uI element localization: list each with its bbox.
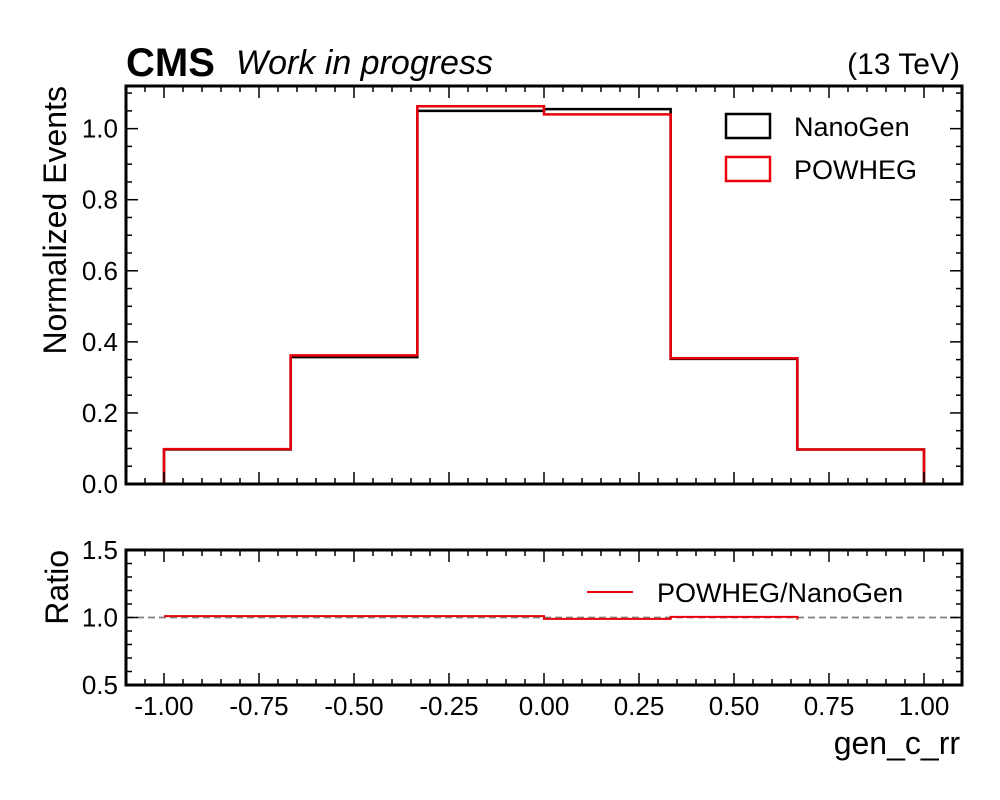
x-tick-label: 0.00 <box>519 691 570 721</box>
ratio-y-tick-label: 1.5 <box>82 535 118 565</box>
energy-label: (13 TeV) <box>847 48 960 81</box>
status-label: Work in progress <box>236 44 493 82</box>
main-y-axis-label: Normalized Events <box>37 86 73 355</box>
legend-label-powheg: POWHEG <box>794 155 917 185</box>
x-tick-label: 0.75 <box>804 691 855 721</box>
ratio-line-powheg-over-nanogen <box>164 615 799 620</box>
main-panel: 0.0 0.2 0.4 0.6 0.8 1.0 Normalized Events Nan… <box>37 84 964 499</box>
main-y-tick-label: 0.8 <box>82 185 118 215</box>
main-y-tick-label: 0.2 <box>82 398 118 428</box>
ratio-y-axis-label: Ratio <box>39 550 75 625</box>
main-series-group <box>162 105 926 484</box>
main-y-tick-label: 0.4 <box>82 327 118 357</box>
ratio-y-tick-label: 0.5 <box>82 670 118 700</box>
main-plot-frame <box>124 84 964 486</box>
ratio-panel: -1.00 -0.75 -0.50 -0.25 0.00 0.25 0.50 0.75 1.00… <box>39 535 964 761</box>
x-tick-label: 0.50 <box>709 691 760 721</box>
ratio-plot-frame <box>124 548 964 687</box>
ratio-ticks: -1.00 -0.75 -0.50 -0.25 0.00 0.25 0.50 0.75 1.00… <box>82 535 963 721</box>
legend-label-ratio: POWHEG/NanoGen <box>657 578 903 608</box>
ratio-y-tick-label: 1.0 <box>82 603 118 633</box>
x-tick-label: 1.00 <box>899 691 950 721</box>
ratio-series-group <box>126 615 962 620</box>
main-y-tick-label: 1.0 <box>82 114 118 144</box>
ratio-legend: POWHEG/NanoGen <box>587 578 903 608</box>
main-ticks: 0.0 0.2 0.4 0.6 0.8 1.0 <box>82 86 963 499</box>
legend-swatch-powheg <box>724 155 772 183</box>
legend-swatch-nanogen <box>724 112 772 140</box>
main-legend: NanoGen POWHEG <box>724 112 917 185</box>
x-tick-label: -0.75 <box>229 691 288 721</box>
experiment-label: CMS <box>126 41 215 85</box>
x-tick-label: -1.00 <box>134 691 193 721</box>
x-tick-label: -0.25 <box>419 691 478 721</box>
x-axis-label: gen_c_rr <box>834 725 961 761</box>
main-y-tick-label: 0.0 <box>82 469 118 499</box>
x-tick-label: 0.25 <box>614 691 665 721</box>
legend-label-nanogen: NanoGen <box>794 112 910 142</box>
histogram-powheg <box>162 105 926 484</box>
x-tick-label: -0.50 <box>324 691 383 721</box>
main-y-tick-label: 0.6 <box>82 256 118 286</box>
